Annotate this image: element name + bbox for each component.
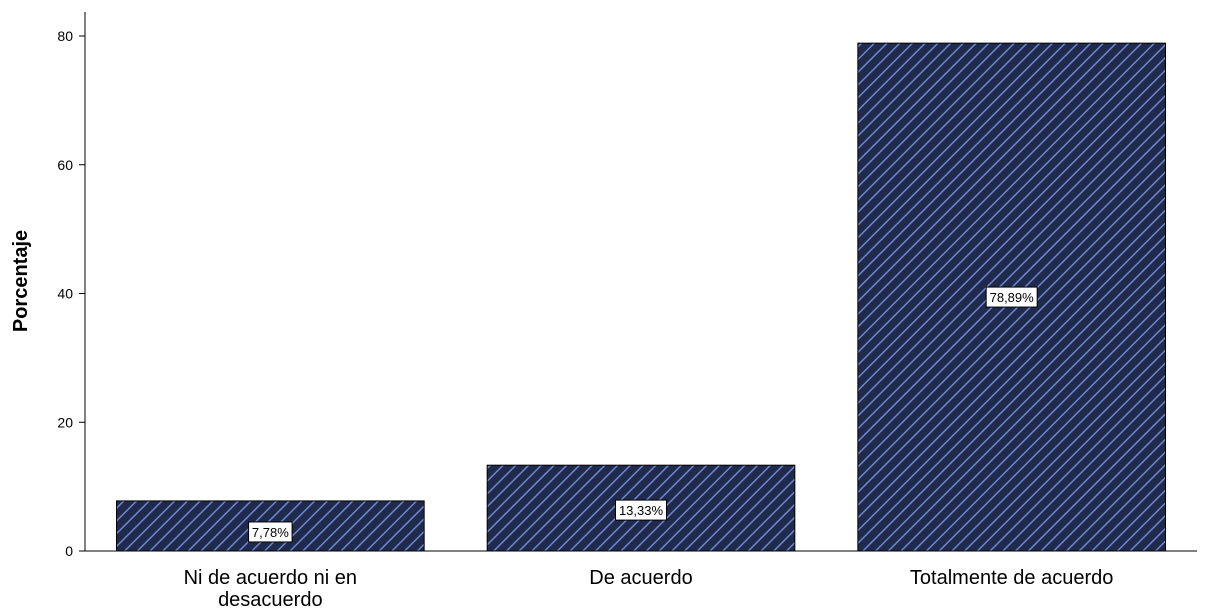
data-label: 13,33% [615,499,667,521]
data-label: 78,89% [985,286,1038,308]
y-tick-label: 0 [65,543,73,559]
data-label-text: 7,78% [252,525,289,540]
x-category-label: De acuerdo [589,567,692,589]
y-axis: 0 20 40 60 80 [57,12,86,559]
y-axis-title: Porcentaje [10,230,32,332]
y-tick-label: 60 [57,157,73,173]
x-category-label: Ni de acuerdo ni en [184,567,357,589]
data-label-box [248,521,293,543]
data-label-box [985,286,1038,308]
data-labels: 7,78% 13,33% 78,89% [248,286,1038,543]
y-tick-label: 80 [57,28,73,44]
y-tick-label: 20 [57,414,73,430]
y-tick-label: 40 [57,286,73,302]
data-label-text: 13,33% [619,503,664,518]
data-label-text: 78,89% [990,290,1035,305]
x-category-label: desacuerdo [218,589,323,610]
data-label-box [615,499,667,521]
x-category-label: Totalmente de acuerdo [910,567,1113,589]
data-label: 7,78% [248,521,293,543]
